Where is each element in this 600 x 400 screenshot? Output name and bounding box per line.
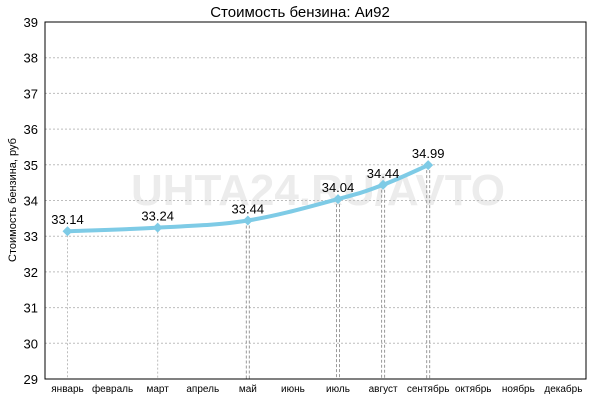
plot-area-frame [44, 21, 587, 380]
y-tick-label: 36 [24, 122, 38, 137]
y-tick-label: 33 [24, 229, 38, 244]
data-point [333, 194, 343, 205]
x-tick-label: ноябрь [502, 383, 535, 395]
x-tick-label: март [146, 384, 169, 395]
y-tick-label: 32 [24, 265, 38, 280]
x-tick-label: декабрь [544, 383, 582, 395]
x-tick-label: август [369, 384, 398, 395]
x-tick-label: июнь [281, 384, 305, 395]
data-label: 34.99 [412, 146, 445, 161]
data-point [62, 226, 73, 237]
x-tick-label: октябрь [455, 383, 492, 395]
data-point [242, 215, 253, 226]
data-labels: 33.14 33.24 33.44 34.04 34.44 34.99 [51, 146, 444, 227]
watermark: UHTA24.RU/AVTO [131, 166, 505, 215]
y-tick-label: 39 [24, 15, 38, 30]
y-tick-label: 37 [24, 86, 38, 101]
data-point [378, 179, 389, 190]
data-point [152, 222, 163, 233]
x-tick-label: апрель [186, 384, 219, 395]
x-tick-label: январь [51, 384, 83, 395]
y-axis-label: Стоимость бензина, руб [7, 138, 19, 262]
data-label: 33.44 [232, 201, 265, 216]
chart-title: Стоимость бензина: Аи92 [210, 4, 390, 21]
y-tick-label: 29 [24, 372, 38, 387]
y-tick-label: 35 [24, 158, 38, 173]
x-axis: январь февраль март апрель май июнь июль август… [51, 383, 582, 395]
x-tick-label: сентябрь [407, 383, 450, 395]
data-label: 33.14 [51, 212, 84, 227]
y-tick-label: 30 [24, 336, 38, 351]
y-tick-label: 31 [24, 301, 38, 316]
data-label: 33.24 [141, 209, 174, 224]
x-tick-label: май [239, 384, 257, 395]
data-label: 34.44 [367, 166, 400, 181]
y-tick-label: 34 [24, 194, 38, 209]
y-axis: 29 30 31 32 33 34 35 36 37 38 39 [24, 15, 38, 387]
data-label: 34.04 [322, 180, 355, 195]
data-point [423, 160, 434, 171]
x-tick-label: июль [326, 384, 350, 395]
x-tick-label: февраль [92, 383, 133, 395]
y-tick-label: 38 [24, 51, 38, 66]
series [62, 160, 434, 237]
drop-lines [67, 165, 431, 379]
